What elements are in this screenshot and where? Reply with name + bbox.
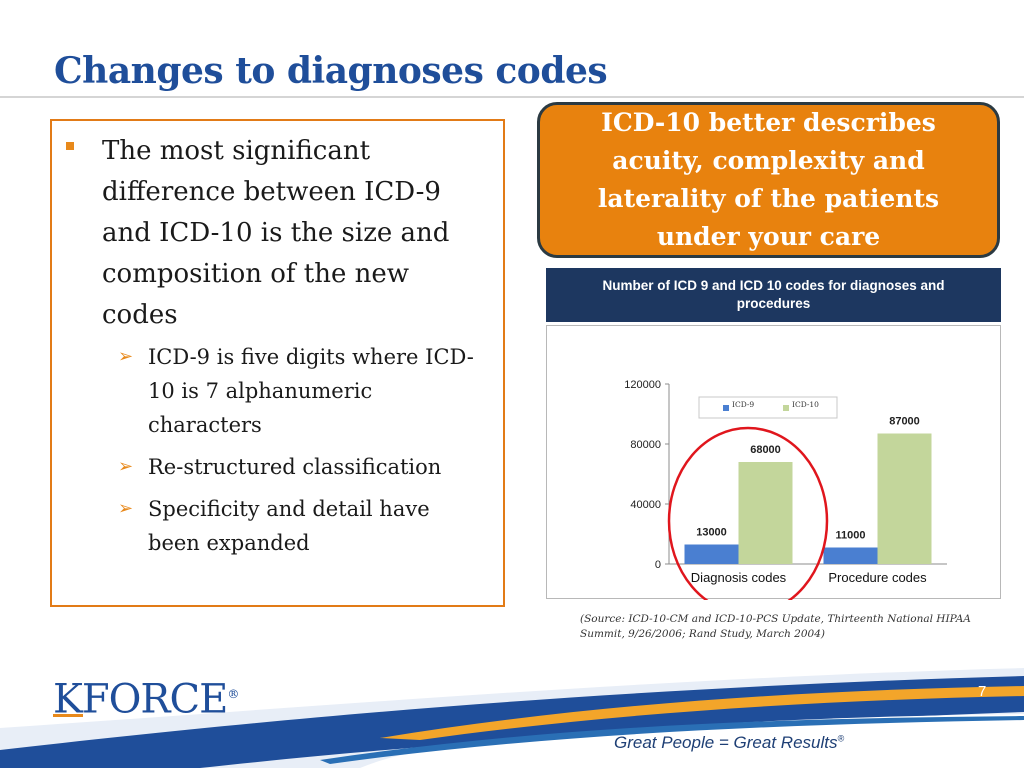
logo-underline <box>53 714 83 717</box>
y-tick-label: 120000 <box>624 379 661 391</box>
data-label: 11000 <box>836 530 866 542</box>
y-tick-label: 80000 <box>630 439 661 451</box>
bullet-list: The most significant difference between … <box>66 131 496 568</box>
footer-swoosh <box>0 668 1024 768</box>
sub-bullet-text: ICD-9 is five digits where ICD-10 is 7 a… <box>148 345 474 437</box>
sub-bullet-text: Re-structured classification <box>148 455 442 479</box>
sub-bullet: ➢ Specificity and detail have been expan… <box>118 492 496 560</box>
kforce-logo: KFORCE® <box>53 672 239 723</box>
legend-swatch <box>783 405 789 411</box>
arrow-bullet-icon: ➢ <box>118 456 134 477</box>
legend-label: ICD-10 <box>792 400 819 409</box>
chart-panel: 0 40000 80000 120000 13000 68000 Diagnosis cod… <box>546 325 1001 600</box>
callout-box: ICD-10 better describes acuity, complexi… <box>537 102 1000 258</box>
bar <box>823 547 878 564</box>
bar <box>738 462 793 564</box>
sub-bullet: ➢ ICD-9 is five digits where ICD-10 is 7… <box>118 340 496 442</box>
title-divider <box>0 96 1024 98</box>
square-bullet-icon <box>66 142 74 150</box>
legend-label: ICD-9 <box>732 400 754 409</box>
bullet-box: The most significant difference between … <box>50 119 505 607</box>
chart-header: Number of ICD 9 and ICD 10 codes for dia… <box>546 268 1001 322</box>
sub-bullet: ➢ Re-structured classification <box>118 450 496 484</box>
legend-box <box>698 396 838 419</box>
data-label: 13000 <box>696 527 727 539</box>
main-bullet: The most significant difference between … <box>66 131 496 336</box>
slide-title: Changes to diagnoses codes <box>54 50 608 92</box>
y-tick-label: 0 <box>655 559 661 571</box>
page-number: 7 <box>978 683 987 700</box>
logo-registered-mark: ® <box>227 687 239 701</box>
tagline-registered-mark: ® <box>837 733 845 744</box>
main-bullet-text: The most significant difference between … <box>102 136 450 330</box>
legend-swatch <box>723 405 729 411</box>
arrow-bullet-icon: ➢ <box>118 498 134 519</box>
bar <box>684 544 739 564</box>
callout-text: ICD-10 better describes acuity, complexi… <box>597 108 940 251</box>
x-tick-label: Diagnosis codes <box>691 570 787 585</box>
bar-chart: 0 40000 80000 120000 13000 68000 Diagnosis cod… <box>624 379 947 600</box>
sub-bullet-list: ➢ ICD-9 is five digits where ICD-10 is 7… <box>118 340 496 560</box>
x-tick-label: Procedure codes <box>828 570 927 585</box>
source-citation: (Source: ICD-10-CM and ICD-10-PCS Update… <box>580 613 971 640</box>
logo-text: KFORCE <box>53 676 228 723</box>
data-label: 87000 <box>889 416 920 428</box>
highlight-circle <box>667 426 829 600</box>
arrow-bullet-icon: ➢ <box>118 346 134 367</box>
y-tick-label: 40000 <box>630 499 661 511</box>
bar <box>877 433 932 564</box>
sub-bullet-text: Specificity and detail have been expande… <box>148 497 430 555</box>
tagline-text: Great People = Great Results <box>614 733 838 752</box>
data-label: 68000 <box>750 444 781 456</box>
tagline: Great People = Great Results® <box>614 733 844 753</box>
